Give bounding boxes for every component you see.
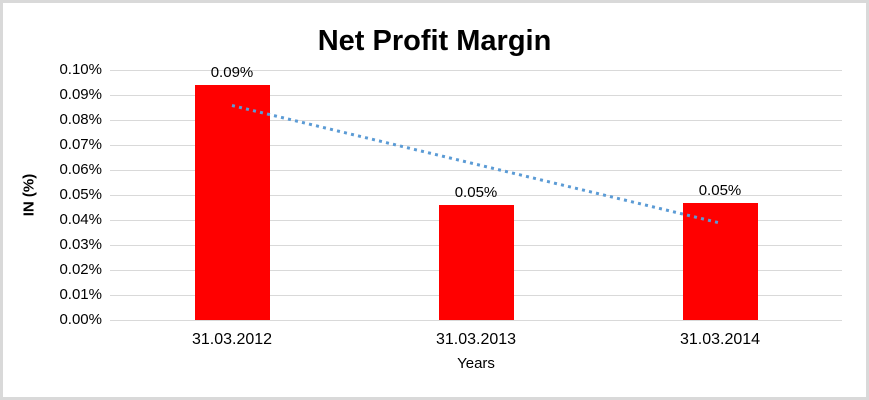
x-tick-label-31.03.2013: 31.03.2013: [435, 331, 517, 348]
plot-area: 0.09% 0.05% 0.05%: [110, 64, 842, 321]
bar-31.03.2013: [438, 205, 514, 320]
x-tick-label-31.03.2012: 31.03.2012: [191, 331, 273, 348]
data-label-31.03.2012: 0.09%: [210, 64, 254, 81]
y-tick-label: 0.08%: [59, 111, 102, 128]
y-tick-label: 0.04%: [59, 211, 102, 228]
data-label-31.03.2013: 0.05%: [454, 184, 498, 201]
chart-title: Net Profit Margin: [317, 25, 552, 57]
bar-31.03.2012: [194, 85, 270, 320]
y-tick-label: 0.07%: [59, 136, 102, 153]
y-tick-label: 0.06%: [59, 161, 102, 178]
gridline: [110, 70, 842, 71]
y-tick-label: 0.10%: [59, 61, 102, 78]
y-tick-label: 0.00%: [59, 311, 102, 328]
x-tick-label-31.03.2014: 31.03.2014: [679, 331, 761, 348]
bar-31.03.2014: [682, 202, 758, 320]
gridline: [110, 95, 842, 96]
y-tick-label: 0.05%: [59, 186, 102, 203]
y-tick-label: 0.03%: [59, 236, 102, 253]
y-tick-label: 0.02%: [59, 261, 102, 278]
data-label-31.03.2014: 0.05%: [698, 181, 742, 199]
gridline: [110, 320, 842, 321]
y-axis-title: IN (%): [20, 173, 38, 217]
x-axis-title: Years: [457, 355, 495, 372]
y-tick-label: 0.09%: [59, 86, 102, 103]
y-tick-label: 0.01%: [59, 286, 102, 303]
